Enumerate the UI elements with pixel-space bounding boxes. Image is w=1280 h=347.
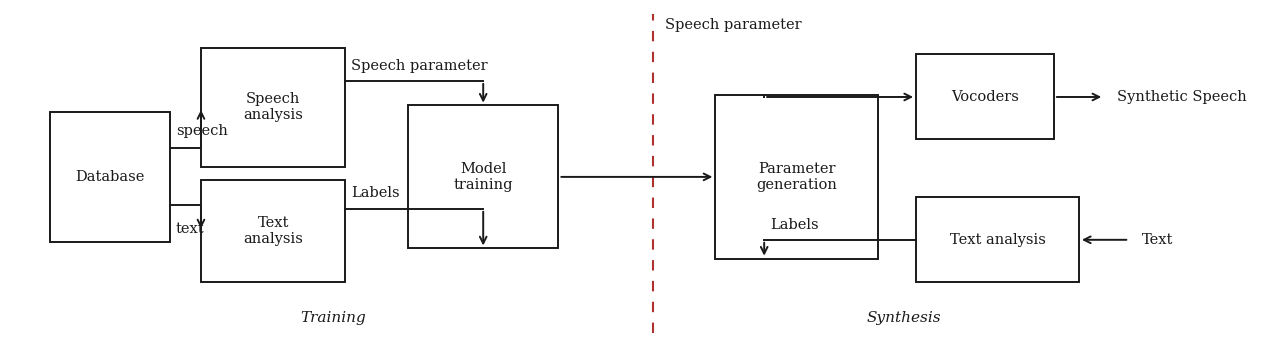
Text: Speech parameter: Speech parameter: [352, 59, 488, 73]
Text: Speech
analysis: Speech analysis: [243, 92, 303, 122]
Text: Text: Text: [1142, 233, 1174, 247]
Text: Labels: Labels: [771, 218, 819, 232]
Bar: [916, 197, 1079, 282]
Text: Training: Training: [300, 311, 366, 325]
Text: Model
training: Model training: [453, 162, 513, 192]
Text: Labels: Labels: [352, 186, 401, 200]
Text: Synthetic Speech: Synthetic Speech: [1116, 90, 1247, 104]
Text: Text analysis: Text analysis: [950, 233, 1046, 247]
Bar: [716, 95, 878, 259]
Text: Speech parameter: Speech parameter: [666, 18, 801, 32]
Text: Text
analysis: Text analysis: [243, 216, 303, 246]
Text: Synthesis: Synthesis: [867, 311, 941, 325]
Text: speech: speech: [175, 124, 228, 138]
Bar: [916, 54, 1053, 139]
Text: text: text: [175, 222, 205, 236]
Bar: [201, 48, 346, 167]
Bar: [201, 180, 346, 282]
Text: Parameter
generation: Parameter generation: [756, 162, 837, 192]
Bar: [50, 112, 170, 242]
Bar: [408, 105, 558, 248]
Text: Database: Database: [76, 170, 145, 184]
Text: Vocoders: Vocoders: [951, 90, 1019, 104]
